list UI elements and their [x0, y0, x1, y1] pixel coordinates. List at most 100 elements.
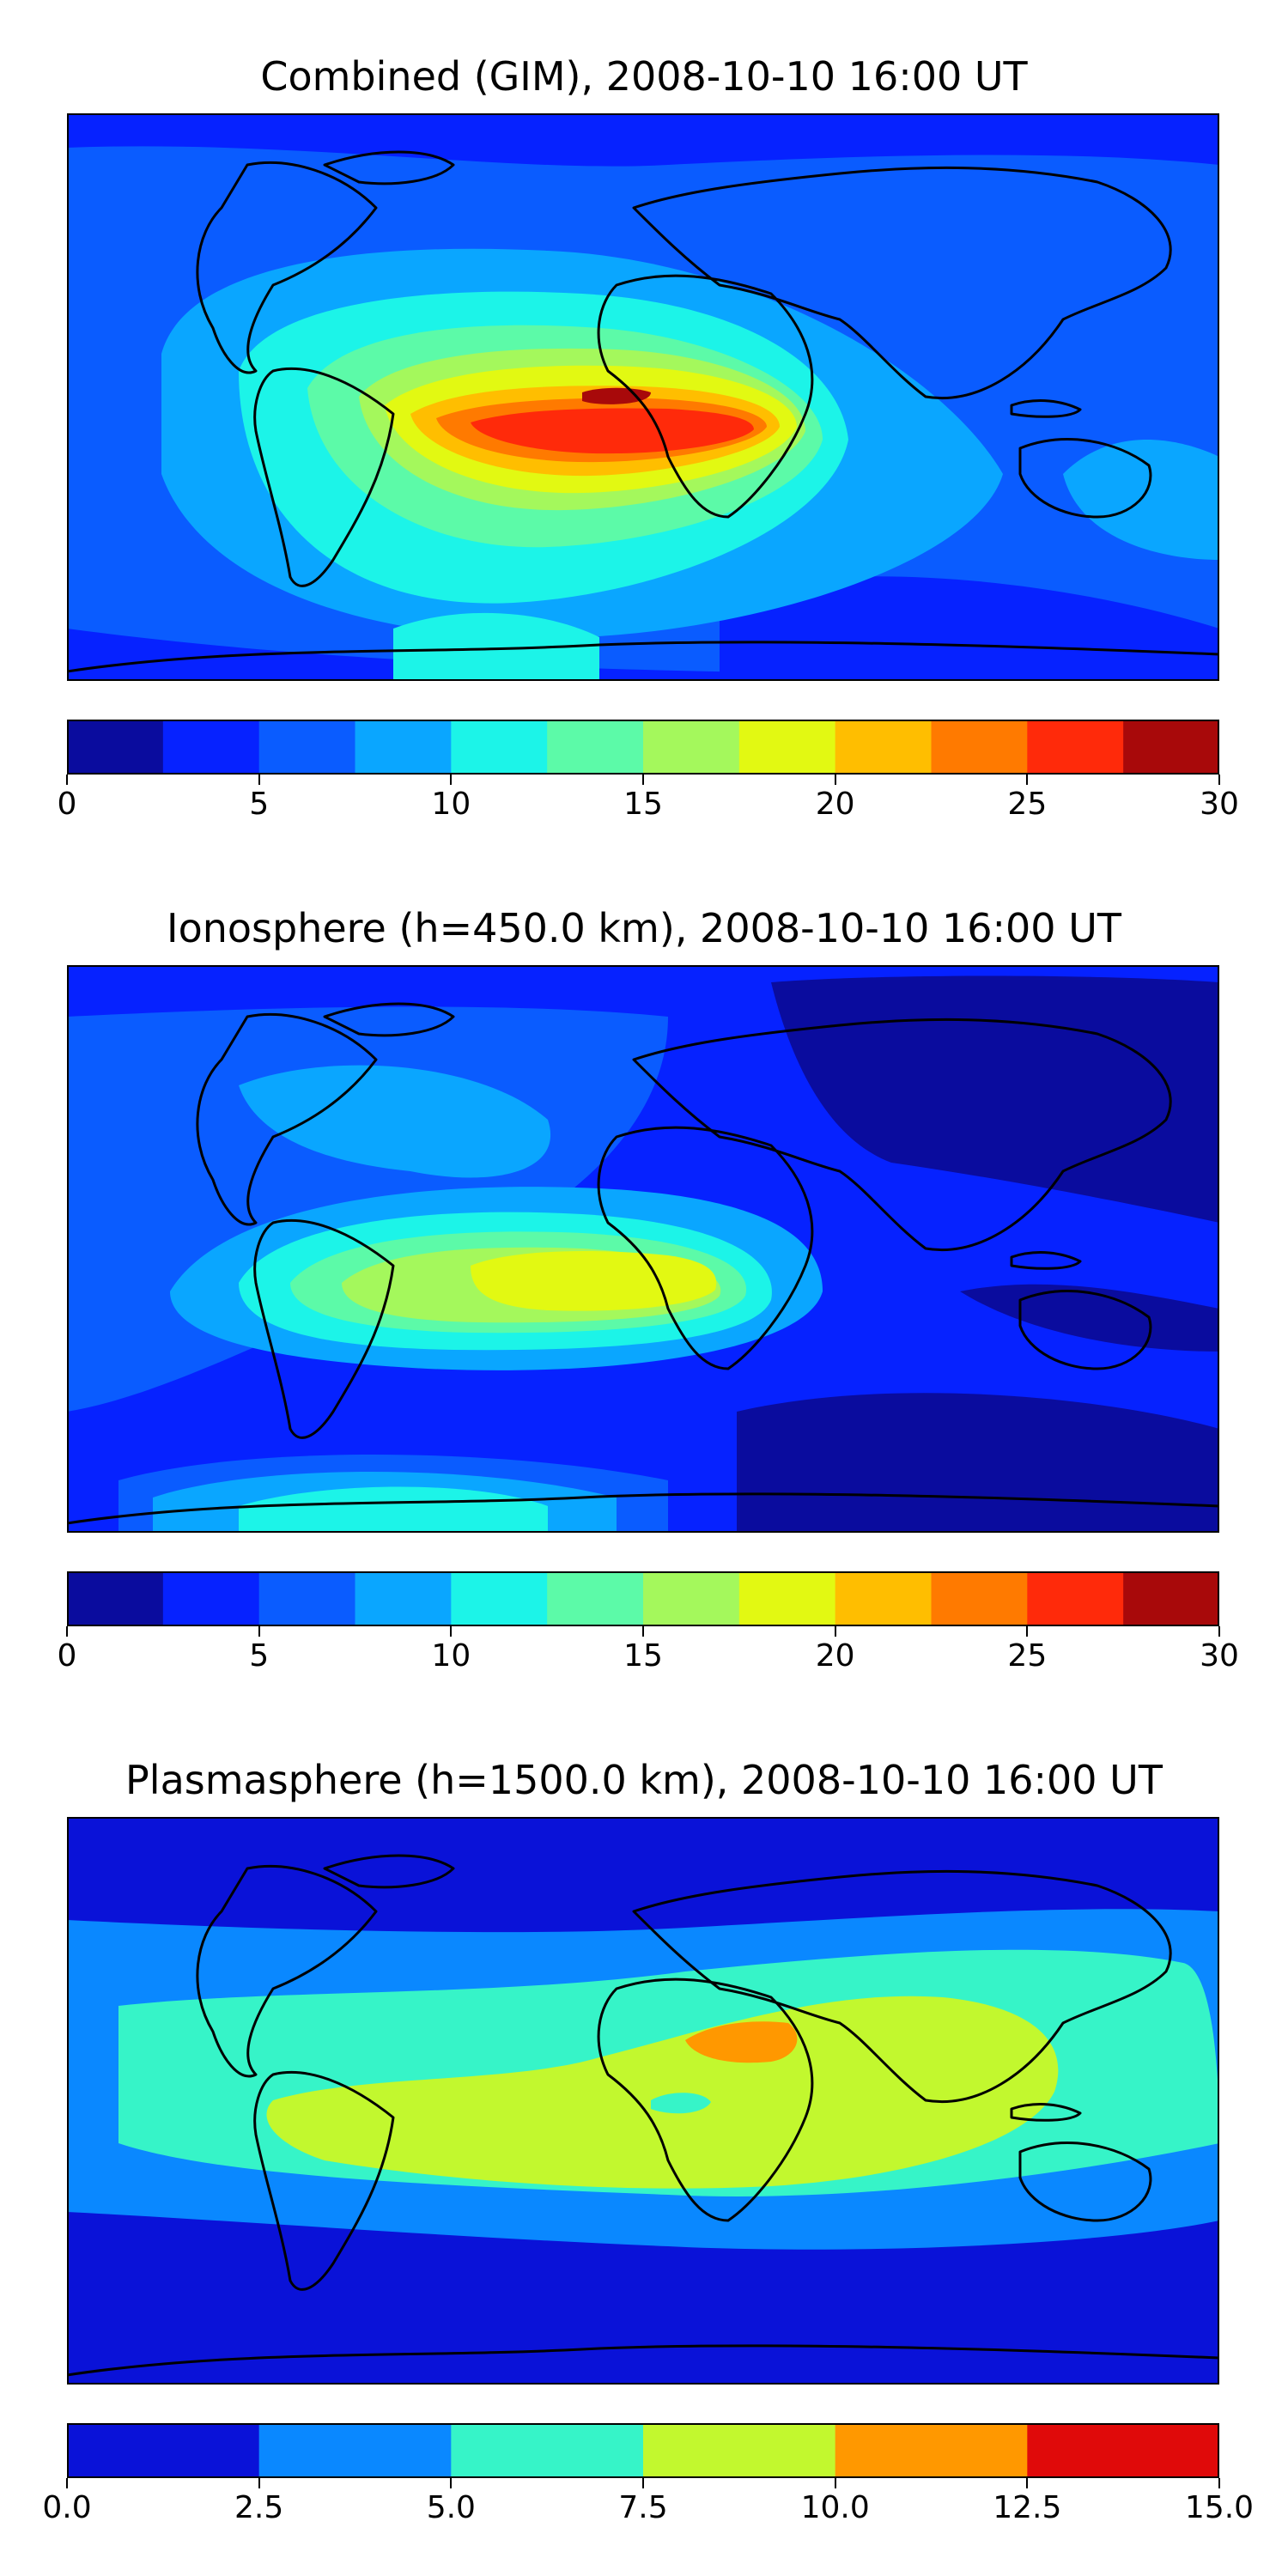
contour-region: [266, 1996, 1059, 2189]
contour-region: [471, 1251, 717, 1311]
colorbar-segment: [931, 1571, 1028, 1626]
colorbar-tick-label: 2.5: [234, 2490, 284, 2525]
panel-2-title: Ionosphere (h=450.0 km), 2008-10-10 16:0…: [167, 905, 1121, 951]
coastline: [1010, 1251, 1082, 1270]
colorbar-tick-label: 25: [1007, 1638, 1048, 1674]
colorbar-segment: [738, 1571, 836, 1626]
coastline: [67, 1492, 1219, 1525]
coastline: [632, 1869, 1172, 2103]
colorbar-tick-label: 0: [57, 1638, 77, 1674]
panel-3-colorbar: [67, 2423, 1219, 2478]
colorbar-segment: [67, 720, 164, 775]
colorbar-segment: [1027, 720, 1124, 775]
colorbar-tick-label: 12.5: [993, 2490, 1062, 2525]
colorbar-segment: [162, 720, 260, 775]
colorbar-tick-mark: [258, 775, 260, 785]
colorbar-tick-mark: [450, 775, 453, 785]
colorbar-tick-label: 15: [623, 787, 663, 822]
colorbar-tick-mark: [1026, 775, 1029, 785]
colorbar-segment: [738, 720, 836, 775]
colorbar-tick-mark: [642, 1626, 644, 1637]
panel-3-colorbar-ticks: 0.0 2.5 5.0 7.5 10.0 12.5 15.0: [42, 2478, 1254, 2530]
colorbar-tick-label: 20: [815, 1638, 855, 1674]
colorbar-segment: [355, 1571, 452, 1626]
panel-2-colorbar: [67, 1571, 1219, 1626]
colorbar-tick-label: 15: [623, 1638, 663, 1674]
coastline: [67, 2344, 1219, 2377]
panel-2-colorbar-ticks: 0 5 10 15 20 25 30: [58, 1626, 1239, 1678]
coastline: [323, 150, 455, 185]
colorbar-tick-label: 30: [1200, 1638, 1239, 1674]
colorbar-frame: [67, 1571, 1219, 1626]
coastline: [323, 1002, 455, 1037]
colorbar-tick-mark: [66, 2478, 68, 2488]
colorbar-tick-mark: [66, 775, 68, 785]
colorbar-tick-label: 10: [431, 787, 471, 822]
colorbar-tick-mark: [258, 2478, 260, 2488]
contour-region: [960, 1284, 1219, 1352]
colorbar-tick-label: 0.0: [42, 2490, 92, 2525]
colorbar-segment: [258, 1571, 355, 1626]
coastline: [67, 641, 1219, 673]
colorbar-segment: [1123, 720, 1219, 775]
colorbar-segment: [643, 2423, 836, 2478]
coastline: [597, 274, 814, 519]
colorbar-tick-label: 10.0: [800, 2490, 870, 2525]
panel-3-title: Plasmasphere (h=1500.0 km), 2008-10-10 1…: [125, 1757, 1163, 1803]
colorbar-tick-label: 0: [57, 787, 77, 822]
panel-1-colorbar: [67, 720, 1219, 775]
colorbar-segment: [1027, 2423, 1219, 2478]
colorbar-tick-label: 5: [249, 787, 270, 822]
contour-region: [239, 1486, 548, 1533]
coastline: [1010, 2103, 1082, 2122]
colorbar-frame: [67, 720, 1219, 775]
coastline: [196, 1013, 378, 1226]
coastline: [632, 1018, 1172, 1251]
colorbar-tick-mark: [834, 775, 836, 785]
contour-region: [67, 629, 1219, 681]
colorbar-tick-mark: [1218, 1626, 1220, 1637]
colorbar-tick-mark: [834, 1626, 836, 1637]
colorbar-tick-label: 7.5: [618, 2490, 668, 2525]
colorbar-frame: [67, 2423, 1219, 2478]
contour-region: [685, 2021, 798, 2063]
map-frame: [67, 113, 1219, 681]
coastline: [323, 1854, 455, 1889]
colorbar-segment: [835, 1571, 932, 1626]
colorbar-segment: [258, 720, 355, 775]
contour-region: [651, 2093, 711, 2114]
colorbar-segment: [67, 2423, 260, 2478]
coastline: [597, 1126, 814, 1370]
contour-region: [393, 612, 599, 681]
coastline: [253, 1218, 395, 1439]
colorbar-tick-mark: [642, 775, 644, 785]
colorbar-tick-label: 25: [1007, 787, 1048, 822]
coastline: [253, 367, 395, 587]
colorbar-tick-mark: [1218, 775, 1220, 785]
colorbar-segment: [835, 720, 932, 775]
coastline: [597, 1978, 814, 2222]
coastline: [253, 2070, 395, 2291]
colorbar-tick-label: 5: [249, 1638, 270, 1674]
colorbar-tick-mark: [1026, 1626, 1029, 1637]
panel-2-map: [67, 965, 1219, 1533]
contour-region: [737, 1393, 1219, 1533]
colorbar-tick-mark: [258, 1626, 260, 1637]
colorbar-tick-label: 15.0: [1184, 2490, 1255, 2525]
colorbar-tick-mark: [450, 2478, 453, 2488]
colorbar-tick-label: 20: [815, 787, 855, 822]
contour-region: [720, 576, 1219, 681]
coastline: [1018, 1290, 1152, 1370]
colorbar-segment: [451, 720, 548, 775]
colorbar-tick-mark: [642, 2478, 644, 2488]
colorbar-segment: [643, 720, 740, 775]
colorbar-tick-mark: [1218, 2478, 1220, 2488]
contour-region: [67, 113, 1219, 167]
panel-1-colorbar-ticks: 0 5 10 15 20 25 30: [58, 775, 1239, 826]
map-frame: [67, 1817, 1219, 2385]
colorbar-tick-label: 10: [431, 1638, 471, 1674]
colorbar-segment: [931, 720, 1028, 775]
colorbar-segment: [1123, 1571, 1219, 1626]
colorbar-tick-mark: [450, 1626, 453, 1637]
panel-1-map: [67, 113, 1219, 681]
